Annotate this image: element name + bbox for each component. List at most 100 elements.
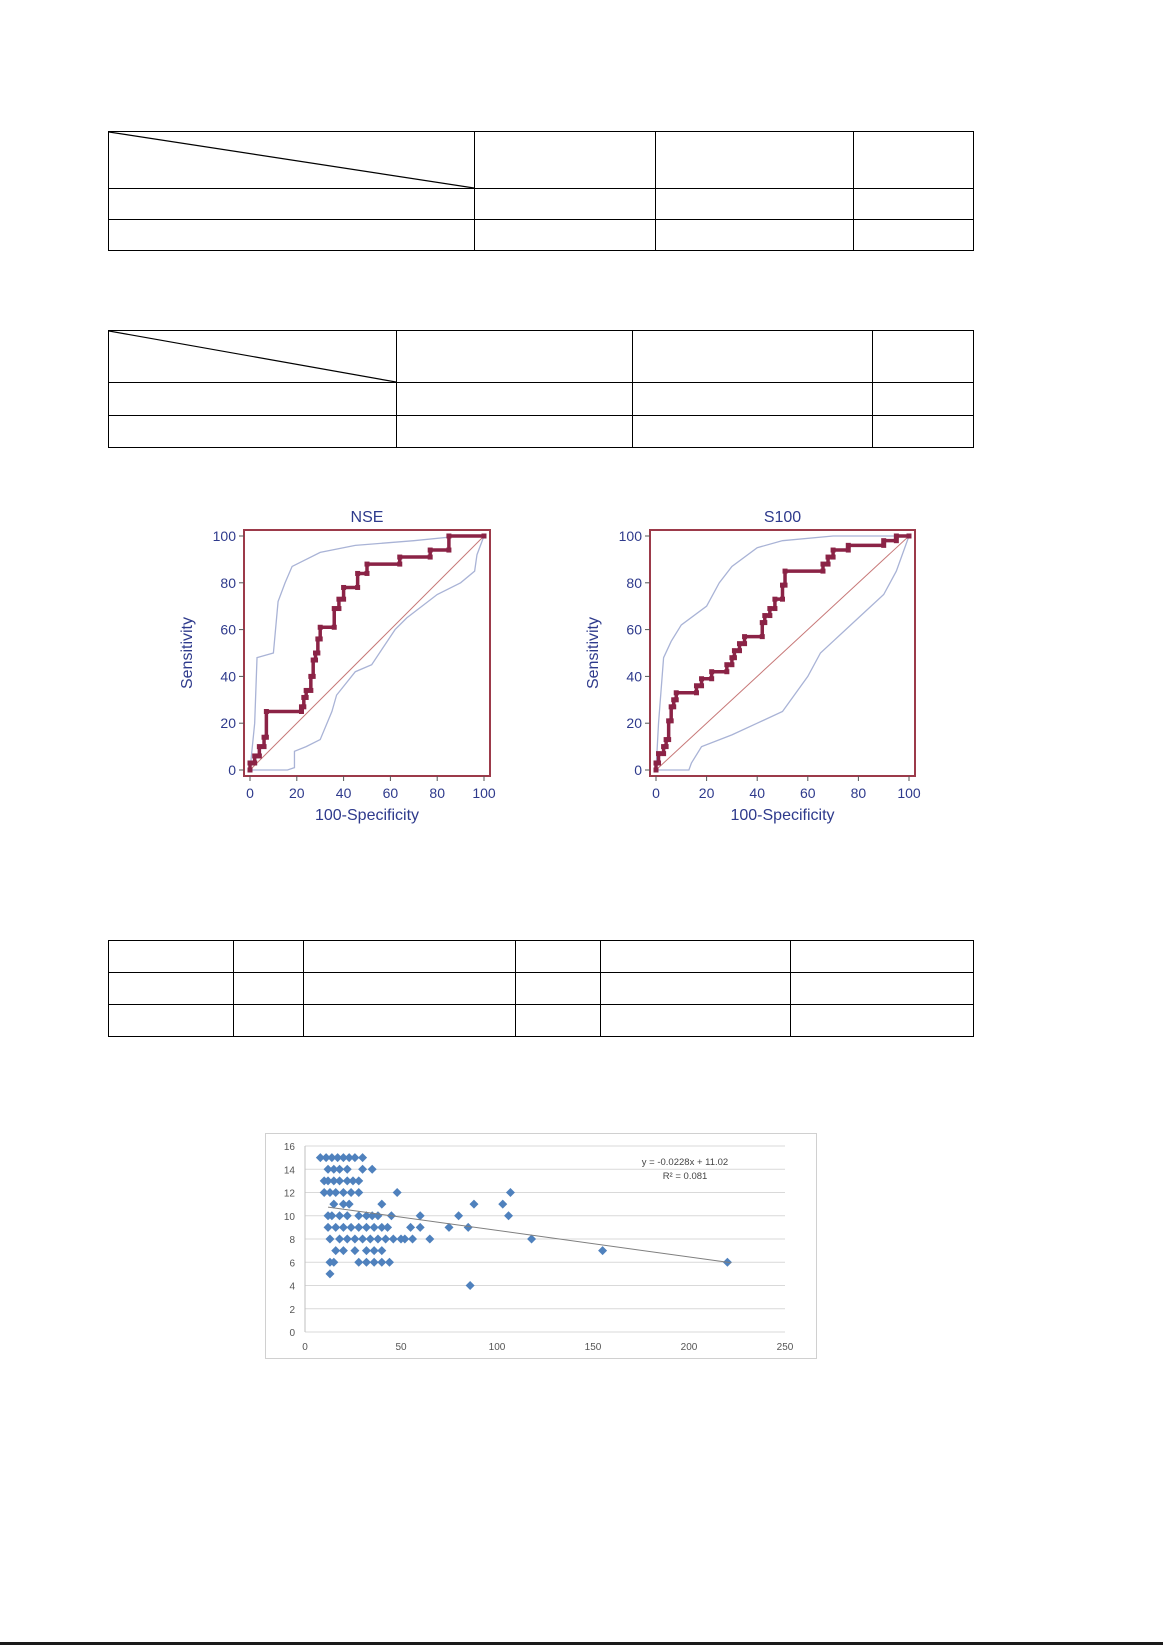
reference-diagonal (249, 535, 485, 771)
table-header-cell (396, 330, 633, 383)
page-bottom-rule (0, 1642, 1163, 1645)
roc-point (661, 744, 667, 750)
roc-point (673, 690, 679, 696)
y-tick-label: 8 (289, 1235, 295, 1246)
scatter-chart: 0 2 4 6 8 10 12 14 16 0 50 100 150 200 250 y = -0.0228x… (265, 1133, 817, 1359)
y-tick-label: 100 (619, 528, 643, 544)
y-tick-label: 4 (289, 1282, 295, 1293)
plot-frame (243, 529, 491, 777)
x-tick-label: 40 (336, 785, 352, 801)
x-tick-label: 60 (800, 785, 816, 801)
data-point (331, 1188, 341, 1197)
y-tick-label: 0 (289, 1328, 295, 1339)
y-tick-label: 10 (284, 1212, 296, 1223)
roc-point (693, 683, 699, 689)
y-tick-label: 60 (626, 622, 642, 638)
data-point (346, 1222, 356, 1232)
data-point (315, 1153, 325, 1163)
roc-point (341, 584, 347, 590)
y-axis-label: Sensitivity (179, 617, 196, 689)
table-header-cell (655, 131, 854, 189)
x-tick-label: 100 (472, 785, 496, 801)
table-row (108, 382, 974, 416)
diagonal-line (109, 132, 474, 188)
table-header-diagonal-cell (108, 330, 397, 383)
data-point (325, 1269, 335, 1279)
roc-point (298, 709, 304, 714)
data-point (335, 1211, 345, 1221)
reference-diagonal (655, 535, 910, 771)
r-squared-label: R² = 0.081 (663, 1171, 708, 1182)
y-tick-label: 2 (289, 1305, 295, 1316)
data-point (505, 1188, 515, 1197)
roc-point (736, 648, 742, 654)
roc-point (767, 613, 773, 619)
data-point (344, 1153, 354, 1163)
data-point (338, 1199, 348, 1209)
data-point (369, 1222, 379, 1232)
data-point (331, 1246, 341, 1256)
table-3 (108, 940, 974, 1037)
data-point (361, 1211, 371, 1221)
table-row (108, 1004, 974, 1037)
data-point (527, 1234, 537, 1244)
roc-point (308, 687, 314, 693)
roc-point (772, 596, 778, 602)
data-point (392, 1188, 402, 1197)
roc-point (397, 554, 403, 560)
data-point (406, 1222, 416, 1232)
data-point (329, 1164, 339, 1174)
data-point (350, 1153, 360, 1163)
data-point (365, 1234, 375, 1244)
y-tick-label: 0 (228, 762, 236, 778)
roc-point (653, 760, 659, 766)
roc-point (653, 767, 659, 773)
table-row (108, 972, 974, 1005)
data-point (463, 1222, 473, 1232)
roc-point (767, 606, 773, 612)
roc-point (247, 767, 253, 773)
roc-point (830, 554, 836, 560)
data-point (338, 1188, 348, 1197)
y-tick-label: 16 (284, 1142, 296, 1153)
data-point (329, 1176, 339, 1186)
roc-point (906, 533, 912, 539)
ci-line-2 (656, 535, 910, 771)
table-header-cell (632, 330, 873, 383)
trendline (327, 1206, 732, 1264)
data-point (361, 1257, 371, 1267)
roc-point (782, 582, 788, 588)
roc-point (820, 561, 826, 567)
data-point (335, 1164, 345, 1174)
roc-point (252, 760, 258, 766)
data-point (373, 1234, 383, 1244)
data-point (354, 1176, 364, 1186)
roc-point (427, 547, 433, 553)
y-tick-label: 80 (220, 575, 236, 591)
y-tick-label: 20 (626, 715, 642, 731)
chart-title: S100 (764, 509, 801, 526)
roc-point (355, 570, 361, 576)
data-point (469, 1199, 479, 1209)
table-1 (108, 131, 974, 251)
data-point (342, 1164, 352, 1174)
roc-point (331, 606, 337, 612)
data-point (331, 1222, 341, 1232)
roc-point (668, 718, 674, 724)
roc-point (731, 655, 737, 661)
roc-chart-nse: NSE 0 20 40 60 80 100 0 20 40 60 80 100 100-Specifici… (179, 509, 496, 824)
data-point (465, 1281, 475, 1290)
x-tick-label: 200 (681, 1342, 698, 1353)
roc-point (310, 673, 316, 679)
data-point (369, 1257, 379, 1267)
roc-point (656, 751, 662, 757)
roc-point (893, 533, 899, 539)
y-tick-label: 80 (626, 575, 642, 591)
data-point (388, 1234, 398, 1244)
data-point (329, 1199, 339, 1209)
data-point (358, 1164, 368, 1174)
roc-point (845, 542, 851, 548)
data-point (377, 1222, 387, 1232)
data-point (377, 1199, 387, 1209)
roc-point (759, 634, 765, 640)
